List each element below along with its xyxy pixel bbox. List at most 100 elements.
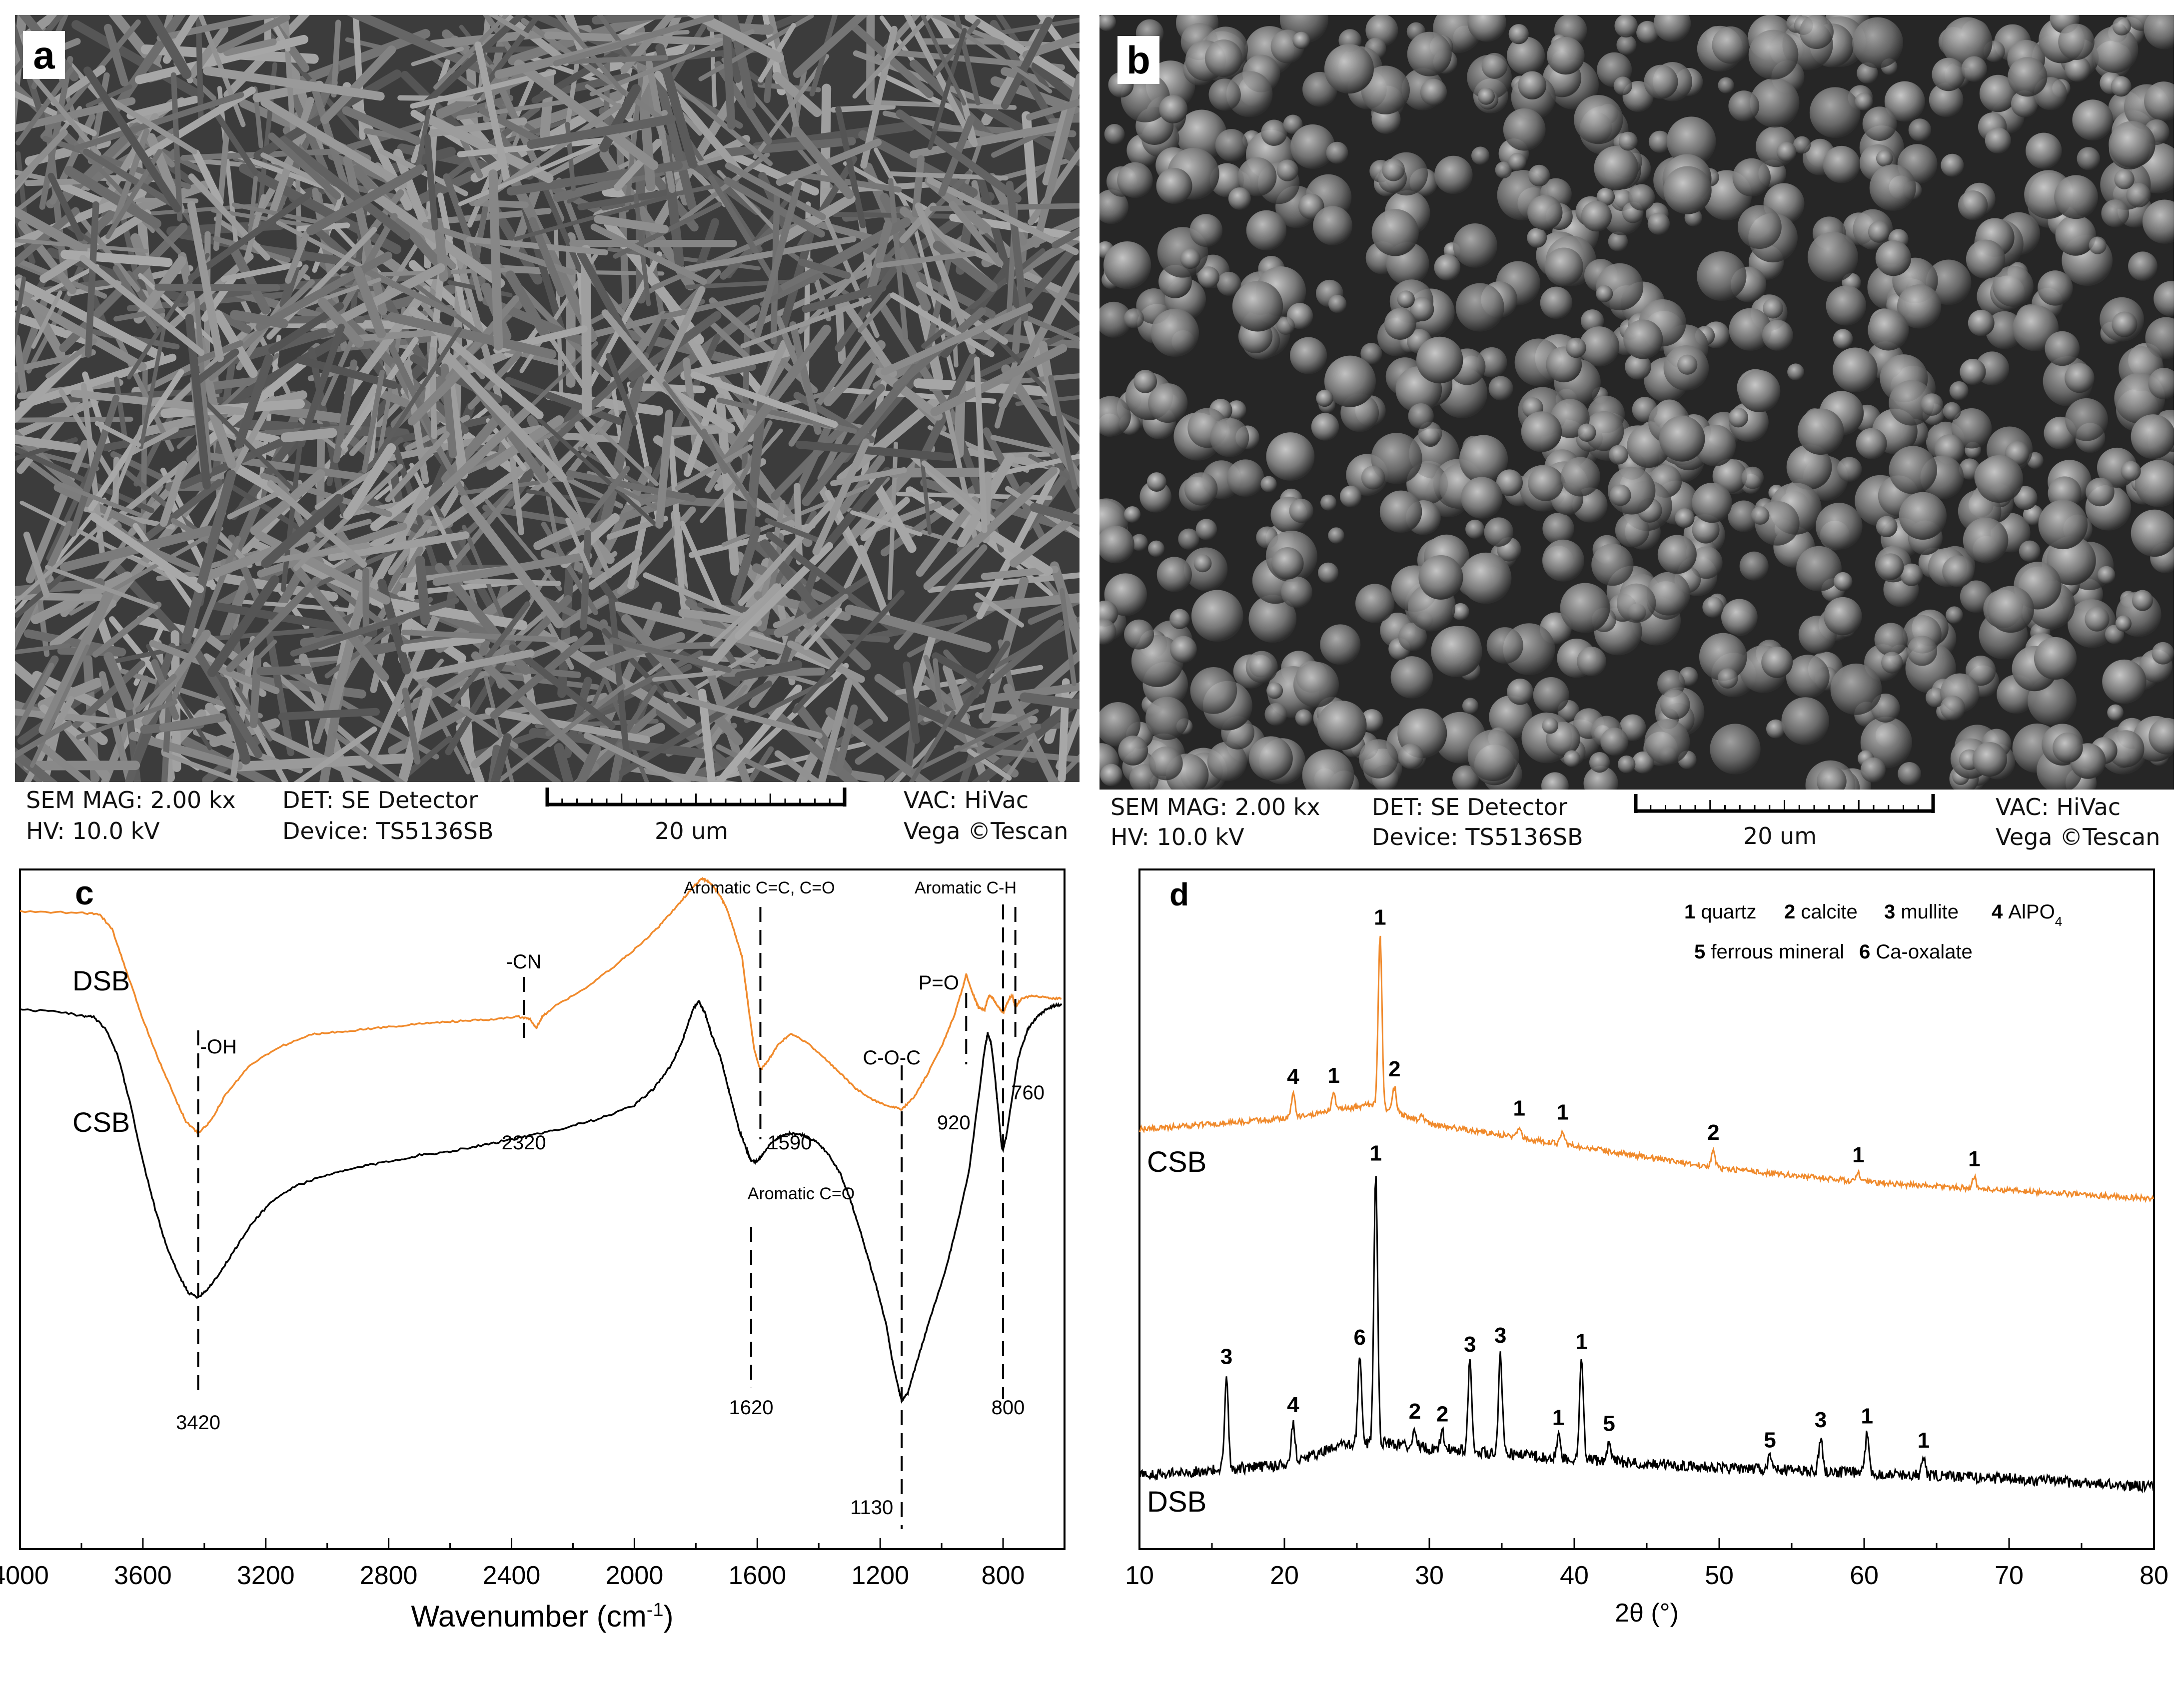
needle-crystal <box>580 530 592 630</box>
needle-crystal <box>192 149 224 206</box>
needle-crystal <box>217 326 358 412</box>
needle-crystal <box>993 451 1061 458</box>
sphere-particle <box>2145 317 2174 359</box>
sphere-particle <box>1542 717 1558 734</box>
needle-crystal <box>583 732 689 782</box>
needle-crystal <box>358 634 460 654</box>
sphere-particle <box>1729 308 1772 351</box>
sphere-particle <box>1608 231 1628 251</box>
sphere-particle <box>1326 141 1348 164</box>
sphere-particle <box>2008 57 2048 97</box>
needle-crystal <box>663 691 823 739</box>
needle-crystal <box>554 743 574 782</box>
sphere-particle <box>1636 20 1659 43</box>
peak-annotation: 1130 <box>850 1497 893 1519</box>
sphere-particle <box>1972 742 2007 777</box>
needle-crystal <box>896 109 1022 203</box>
x-axis-label: Wavenumber (cm-1) <box>411 1600 674 1633</box>
sphere-particle <box>1647 212 1670 235</box>
needle-crystal <box>264 625 295 757</box>
needle-crystal <box>260 98 407 190</box>
peak-annotation: P=O <box>919 972 959 994</box>
needle-crystal <box>680 347 794 380</box>
needle-crystal <box>533 469 615 564</box>
peak-label: 1 <box>1327 1063 1339 1088</box>
sphere-particle <box>2045 331 2080 366</box>
needle-crystal <box>38 589 114 735</box>
needle-crystal <box>188 191 312 281</box>
peak-label: 4 <box>1287 1064 1299 1089</box>
needle-crystal <box>462 578 562 586</box>
needle-crystal <box>911 633 936 699</box>
sphere-particle <box>1290 124 1335 169</box>
needle-crystal <box>339 546 424 686</box>
sphere-particle <box>1361 465 1385 490</box>
needle-crystal <box>835 106 866 229</box>
needle-crystal <box>594 215 669 234</box>
needle-crystal <box>15 643 71 655</box>
sphere-particle <box>1248 595 1297 643</box>
peak-annotation: 2320 <box>502 1132 546 1154</box>
sphere-particle <box>1178 528 1199 550</box>
needle-crystal <box>356 328 450 342</box>
needle-crystal <box>916 496 979 577</box>
sphere-particle <box>1191 590 1243 642</box>
needle-crystal <box>58 482 143 518</box>
sphere-particle <box>1156 168 1192 204</box>
needle-crystal <box>15 572 67 618</box>
needle-crystal <box>820 83 832 222</box>
needle-crystal <box>839 454 886 514</box>
sphere-particle <box>1897 284 1942 329</box>
sphere-particle <box>1748 29 1799 80</box>
needle-crystal <box>202 273 361 301</box>
sphere-particle <box>1875 240 1912 276</box>
needle-crystal <box>835 704 858 773</box>
needle-crystal <box>15 662 54 736</box>
sphere-particle <box>1876 150 1893 167</box>
needle-crystal <box>226 577 320 673</box>
needle-crystal <box>195 15 204 120</box>
needle-crystal <box>927 572 1080 593</box>
needle-crystal <box>488 15 529 38</box>
peak-label: 5 <box>1603 1411 1615 1436</box>
sphere-particle <box>1290 337 1327 374</box>
needle-crystal <box>698 689 716 782</box>
sphere-particle <box>1215 129 1248 162</box>
sphere-particle <box>1324 355 1376 407</box>
sphere-particle <box>1302 749 1354 790</box>
sphere-particle <box>1560 583 1610 633</box>
needle-crystal <box>213 236 291 263</box>
sphere-particle <box>1951 408 1992 449</box>
needle-crystal <box>754 180 802 338</box>
sphere-particle <box>1542 539 1584 582</box>
needle-crystal <box>255 251 392 331</box>
sphere-particle <box>1461 477 1503 519</box>
needle-crystal <box>23 531 50 598</box>
needle-crystal <box>482 15 514 54</box>
needle-crystal <box>154 283 280 291</box>
sphere-particle <box>1855 92 1873 111</box>
needle-crystal <box>15 129 68 190</box>
legend-entry: 1 quartz <box>1684 901 1757 923</box>
sphere-particle <box>1398 744 1424 769</box>
needle-crystal <box>608 598 631 767</box>
needle-crystal <box>83 148 178 209</box>
needle-crystal <box>610 483 661 511</box>
sphere-particle <box>1628 184 1655 211</box>
needle-crystal <box>612 685 658 753</box>
sphere-particle <box>1180 248 1201 269</box>
needle-crystal <box>278 708 380 721</box>
needle-crystal <box>69 395 120 537</box>
needle-crystal <box>866 15 875 103</box>
sphere-particle <box>1398 622 1427 652</box>
sphere-particle <box>1176 109 1227 160</box>
needle-crystal <box>74 91 244 151</box>
needle-crystal <box>15 206 88 254</box>
needle-crystal <box>511 595 572 658</box>
needle-crystal <box>875 367 943 421</box>
needle-crystal <box>48 387 223 404</box>
needle-crystal <box>708 175 785 297</box>
needle-crystal <box>643 572 748 621</box>
needle-crystal <box>771 584 888 722</box>
sphere-particle <box>1099 619 1116 645</box>
